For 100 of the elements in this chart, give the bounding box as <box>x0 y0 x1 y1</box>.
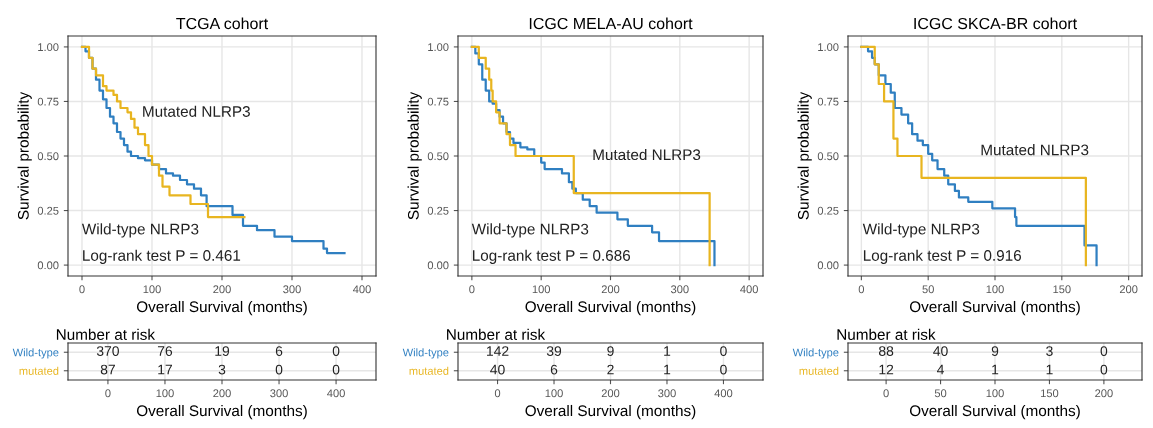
y-tick-label: mutated <box>799 366 839 375</box>
x-axis-title: Overall Survival (months) <box>525 300 696 316</box>
annotation: Log-rank test P = 0.461 <box>83 249 241 264</box>
data-label: 9 <box>991 346 999 356</box>
x-tick-label: 100 <box>532 285 551 294</box>
data-label: 40 <box>490 364 505 375</box>
x-tick-label: 150 <box>1041 389 1059 398</box>
y-axis-title: Survival probability <box>797 91 812 220</box>
x-tick-label: 200 <box>213 389 231 398</box>
x-tick-label: 300 <box>658 389 676 398</box>
y-tick-label: 0.50 <box>817 152 839 161</box>
data-label: 1 <box>664 346 671 356</box>
x-tick-label: 0 <box>858 285 865 294</box>
data-label: 40 <box>933 346 948 356</box>
x-axis-title: Overall Survival (months) <box>909 404 1080 420</box>
data-label: 9 <box>607 346 614 356</box>
data-label: 3 <box>1046 346 1053 356</box>
data-label: 4 <box>937 364 945 375</box>
x-tick-label: 200 <box>1119 285 1138 294</box>
y-tick-label: mutated <box>409 366 449 375</box>
y-tick-label: Wild-type <box>792 348 839 359</box>
data-label: 87 <box>100 364 115 375</box>
data-label: 1 <box>664 364 671 375</box>
x-tick-label: 100 <box>143 285 161 294</box>
x-tick-label: 200 <box>213 285 231 294</box>
x-axis-title: Overall Survival (months) <box>136 404 307 420</box>
x-tick-label: 200 <box>601 389 620 398</box>
y-tick-label: 0.75 <box>37 97 59 106</box>
y-tick-label: 0.50 <box>427 152 449 161</box>
x-tick-label: 50 <box>922 285 934 294</box>
x-tick-label: 0 <box>494 389 501 398</box>
x-tick-label: 100 <box>545 389 563 398</box>
x-tick-label: 200 <box>1095 389 1113 398</box>
chart-title: Number at risk <box>447 328 546 340</box>
x-axis-title: Overall Survival (months) <box>136 300 307 316</box>
y-tick-label: 0.50 <box>37 152 59 161</box>
data-label: 17 <box>158 364 172 375</box>
data-label: 19 <box>215 346 230 356</box>
x-tick-label: 0 <box>79 285 85 294</box>
data-label: 3 <box>218 364 226 375</box>
x-tick-label: 300 <box>283 285 301 294</box>
y-tick-label: mutated <box>19 366 59 375</box>
y-axis-title: Survival probability <box>17 91 32 220</box>
y-tick-label: 0.75 <box>817 97 839 106</box>
x-tick-label: 400 <box>327 389 345 398</box>
y-tick-label: Wild-type <box>12 348 59 359</box>
annotation: Mutated NLRP3 <box>593 148 701 161</box>
annotation: Wild-type NLRP3 <box>862 223 980 238</box>
x-tick-label: 0 <box>105 389 111 398</box>
y-tick-label: 0.25 <box>817 206 839 215</box>
y-tick-label: 0.00 <box>427 261 449 270</box>
x-tick-label: 400 <box>740 285 758 294</box>
x-tick-label: 50 <box>934 389 947 398</box>
data-label: 76 <box>157 346 173 356</box>
annotation: Log-rank test P = 0.916 <box>863 249 1022 264</box>
x-tick-label: 150 <box>1053 285 1071 294</box>
y-tick-label: 0.75 <box>427 97 449 106</box>
y-tick-label: Wild-type <box>402 348 449 359</box>
x-tick-label: 100 <box>986 389 1004 398</box>
data-label: 39 <box>546 346 562 356</box>
data-label: 0 <box>720 346 727 356</box>
x-tick-label: 400 <box>714 389 733 398</box>
annotation: Wild-type NLRP3 <box>471 223 589 238</box>
x-tick-label: 400 <box>352 285 371 294</box>
chart-title: ICGC SKCA-BR cohort <box>914 17 1077 30</box>
data-label: 142 <box>487 346 509 356</box>
x-tick-label: 300 <box>270 389 288 398</box>
data-label: 0 <box>1100 364 1108 375</box>
y-tick-label: 1.00 <box>38 43 59 52</box>
x-tick-label: 200 <box>601 285 620 294</box>
chart-title: Number at risk <box>837 328 936 340</box>
y-axis-title: Survival probability <box>407 91 422 220</box>
data-label: 1 <box>1046 364 1053 375</box>
y-tick-label: 1.00 <box>428 43 449 52</box>
data-label: 6 <box>550 364 558 375</box>
y-tick-label: 1.00 <box>818 43 839 52</box>
y-tick-label: 0.00 <box>37 261 59 270</box>
annotation: Mutated NLRP3 <box>981 144 1089 156</box>
data-label: 6 <box>275 346 283 356</box>
annotation: Mutated NLRP3 <box>143 105 250 117</box>
annotation: Wild-type NLRP3 <box>81 223 199 238</box>
x-tick-label: 100 <box>986 285 1004 294</box>
x-tick-label: 0 <box>469 285 475 294</box>
annotation: Log-rank test P = 0.686 <box>472 249 631 264</box>
data-label: 12 <box>879 364 894 375</box>
x-axis-title: Overall Survival (months) <box>525 404 696 420</box>
data-label: 2 <box>607 364 614 375</box>
y-tick-label: 0.25 <box>37 206 59 215</box>
data-label: 370 <box>96 346 119 356</box>
data-label: 0 <box>720 364 727 375</box>
x-axis-title: Overall Survival (months) <box>909 300 1080 316</box>
data-label: 0 <box>332 346 340 356</box>
data-label: 1 <box>992 364 999 375</box>
y-tick-label: 0.00 <box>817 261 839 270</box>
data-label: 0 <box>332 364 340 375</box>
x-tick-label: 300 <box>670 285 689 294</box>
chart-title: Number at risk <box>56 328 156 340</box>
chart-title: TCGA cohort <box>176 17 269 30</box>
chart-title: ICGC MELA-AU cohort <box>529 17 693 30</box>
data-label: 88 <box>878 346 894 356</box>
